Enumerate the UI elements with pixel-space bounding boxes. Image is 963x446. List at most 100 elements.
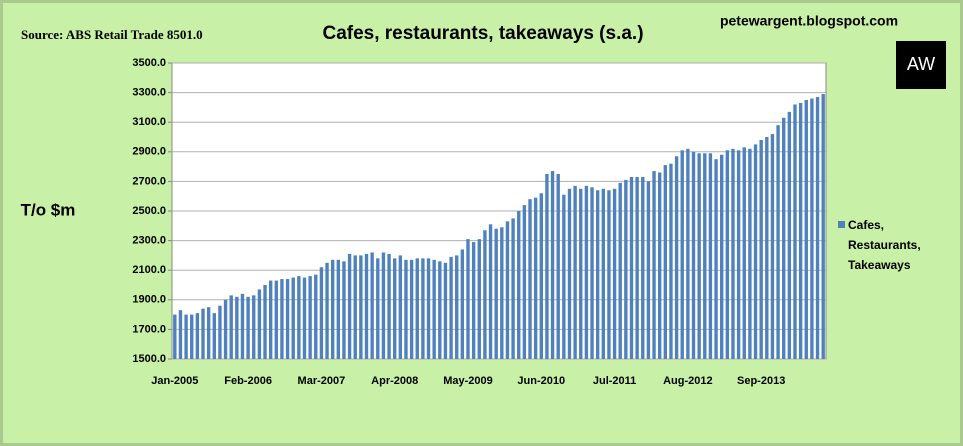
bar bbox=[804, 100, 808, 359]
bar bbox=[190, 314, 194, 359]
bar bbox=[438, 261, 442, 359]
x-tick-label: Jul-2011 bbox=[593, 375, 636, 387]
bar bbox=[455, 255, 459, 359]
bar bbox=[257, 289, 262, 359]
bar bbox=[748, 148, 752, 359]
x-tick-label: Mar-2007 bbox=[298, 375, 346, 387]
bar bbox=[308, 276, 312, 359]
bar bbox=[697, 153, 701, 359]
bar bbox=[528, 199, 532, 359]
bar bbox=[567, 188, 572, 359]
bar bbox=[263, 285, 267, 359]
bar bbox=[336, 259, 341, 359]
blog-url: petewargent.blogspot.com bbox=[720, 13, 898, 29]
bar bbox=[173, 314, 177, 359]
bar bbox=[370, 252, 374, 359]
bar bbox=[359, 255, 363, 359]
bar bbox=[629, 176, 634, 359]
bar bbox=[449, 256, 453, 359]
bar bbox=[325, 262, 329, 359]
bar bbox=[703, 153, 707, 359]
bar bbox=[330, 259, 335, 359]
legend-swatch bbox=[838, 221, 845, 228]
x-tick-label: Jan-2005 bbox=[151, 375, 198, 387]
bar bbox=[674, 156, 679, 359]
y-tick-label: 1500.0 bbox=[132, 353, 166, 365]
bar bbox=[398, 255, 403, 359]
bar bbox=[669, 163, 673, 359]
bar bbox=[612, 188, 617, 359]
bar bbox=[302, 277, 307, 359]
bar bbox=[353, 255, 357, 359]
bar bbox=[782, 117, 786, 359]
bar bbox=[471, 242, 476, 359]
bar bbox=[725, 150, 730, 359]
logo-box bbox=[896, 41, 946, 89]
bar bbox=[319, 267, 324, 359]
bar bbox=[776, 125, 780, 359]
source-note: Source: ABS Retail Trade 8501.0 bbox=[21, 27, 203, 42]
bar bbox=[364, 253, 369, 359]
bar bbox=[545, 174, 549, 359]
y-tick-label: 3300.0 bbox=[132, 87, 166, 99]
bar bbox=[483, 230, 487, 359]
bar bbox=[736, 150, 741, 359]
bar bbox=[488, 224, 493, 359]
bar bbox=[511, 218, 515, 359]
y-tick-label: 2100.0 bbox=[132, 264, 166, 276]
y-tick-label: 1700.0 bbox=[132, 323, 166, 335]
bar bbox=[753, 144, 758, 359]
bar bbox=[517, 211, 521, 359]
chart-title: Cafes, restaurants, takeaways (s.a.) bbox=[322, 23, 643, 44]
bar bbox=[206, 307, 211, 359]
bar bbox=[240, 293, 245, 359]
x-tick-label: Sep-2013 bbox=[737, 375, 785, 387]
bar bbox=[477, 239, 481, 359]
bar bbox=[646, 181, 651, 359]
bar bbox=[409, 259, 414, 359]
y-tick-label: 3100.0 bbox=[132, 116, 166, 128]
y-tick-label: 2300.0 bbox=[132, 235, 166, 247]
bar bbox=[314, 274, 318, 359]
bar bbox=[195, 313, 200, 359]
bar bbox=[252, 295, 256, 359]
bar bbox=[573, 185, 577, 359]
bar bbox=[178, 310, 183, 359]
bar bbox=[798, 102, 803, 360]
y-tick-label: 2700.0 bbox=[132, 175, 166, 187]
bar bbox=[815, 97, 820, 359]
bar bbox=[714, 159, 718, 359]
x-tick-label: Feb-2006 bbox=[224, 375, 272, 387]
bar bbox=[494, 228, 498, 359]
bar bbox=[246, 296, 250, 359]
bar bbox=[505, 221, 510, 359]
legend-label: Cafes, Restaurants, Takeaways bbox=[848, 218, 921, 272]
bar bbox=[460, 249, 465, 359]
bar bbox=[680, 150, 684, 359]
bar bbox=[184, 314, 188, 359]
bar bbox=[708, 153, 713, 359]
bar bbox=[376, 258, 380, 359]
bar bbox=[624, 179, 628, 359]
bar bbox=[235, 296, 239, 359]
bar bbox=[381, 252, 386, 359]
bar bbox=[404, 259, 408, 359]
bar bbox=[635, 176, 639, 359]
bar bbox=[686, 148, 690, 359]
bar bbox=[268, 280, 273, 359]
bar bbox=[500, 227, 504, 359]
y-tick-label: 3500.0 bbox=[132, 57, 166, 69]
bar bbox=[342, 261, 346, 359]
bar bbox=[201, 308, 205, 359]
bar bbox=[595, 190, 600, 359]
chart: Source: ABS Retail Trade 8501.0 Cafes, r… bbox=[21, 13, 946, 387]
bar bbox=[601, 188, 605, 359]
bar bbox=[415, 258, 419, 359]
bar bbox=[539, 193, 543, 359]
bar bbox=[229, 295, 233, 359]
bar bbox=[443, 262, 448, 359]
x-tick-label: May-2009 bbox=[443, 375, 493, 387]
bar bbox=[810, 98, 814, 360]
bar bbox=[432, 259, 436, 359]
